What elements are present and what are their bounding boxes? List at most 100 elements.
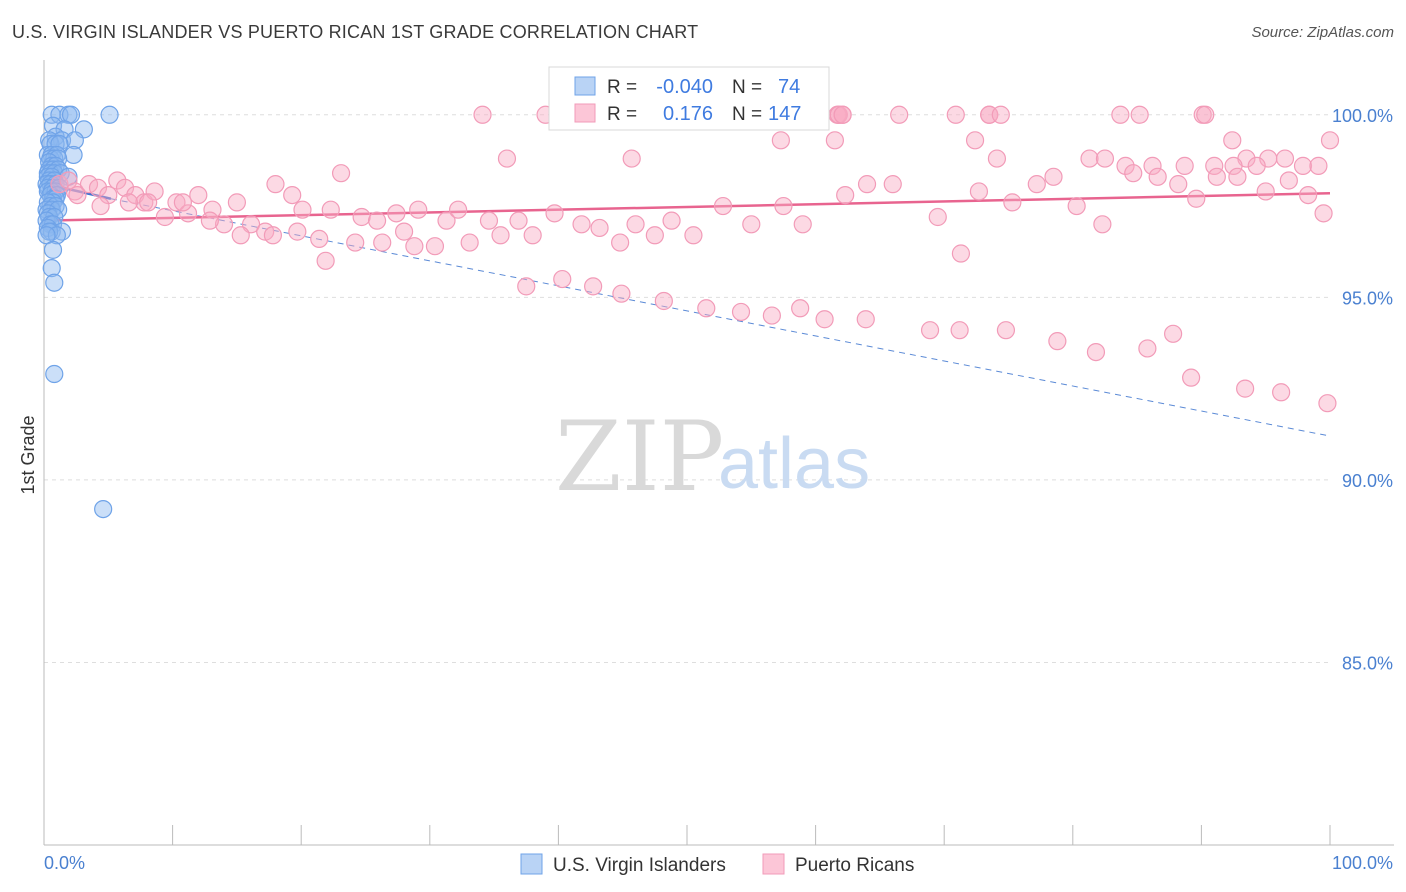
- point-puerto-rican-9: [833, 105, 852, 124]
- point-puerto-rican-118: [288, 222, 307, 241]
- point-puerto-rican-88: [793, 215, 812, 234]
- legend-n-value-blue: 74: [778, 76, 800, 98]
- legend-swatch-blue: [574, 76, 596, 96]
- y-tick-label-2: 90.0%: [1342, 471, 1393, 491]
- point-puerto-rican-92: [928, 207, 947, 227]
- point-puerto-rican-145: [1272, 383, 1291, 402]
- point-puerto-rican-10: [890, 105, 909, 124]
- point-puerto-rican-108: [1299, 185, 1318, 205]
- x-tick-max: 100.0%: [1332, 853, 1393, 873]
- point-puerto-rican-107: [1279, 171, 1298, 190]
- point-puerto-rican-72: [448, 200, 468, 219]
- point-puerto-rican-114: [173, 193, 192, 212]
- point-puerto-rican-97: [1044, 167, 1063, 186]
- point-puerto-rican-90: [857, 175, 877, 194]
- point-puerto-rican-135: [856, 310, 875, 329]
- point-puerto-rican-38: [1293, 156, 1313, 175]
- point-puerto-rican-74: [491, 226, 510, 245]
- y-tick-labels: 100.0% 95.0% 90.0% 85.0%: [1332, 106, 1393, 674]
- point-puerto-rican-146: [1318, 394, 1337, 413]
- point-puerto-rican-40: [50, 175, 69, 194]
- point-puerto-rican-41: [59, 171, 78, 190]
- legend-box: [548, 66, 830, 131]
- point-puerto-rican-129: [654, 291, 673, 311]
- point-puerto-rican-143: [1182, 368, 1201, 387]
- point-puerto-rican-98: [1067, 196, 1086, 216]
- point-puerto-rican-76: [523, 226, 542, 245]
- point-puerto-rican-24: [497, 149, 517, 168]
- point-puerto-rican-125: [517, 277, 536, 296]
- point-puerto-rican-61: [283, 185, 302, 205]
- point-puerto-rican-56: [214, 215, 234, 234]
- point-puerto-rican-31: [1275, 149, 1295, 168]
- point-puerto-rican-140: [1086, 342, 1106, 362]
- point-puerto-rican-21: [965, 131, 985, 150]
- point-puerto-rican-75: [509, 211, 528, 230]
- point-puerto-rican-113: [139, 193, 158, 212]
- point-puerto-rican-67: [367, 211, 387, 230]
- point-puerto-rican-141: [1138, 339, 1157, 358]
- legend-r-value-blue: -0.040: [656, 76, 713, 98]
- point-puerto-rican-0: [473, 105, 492, 124]
- point-puerto-rican-22: [1223, 131, 1242, 150]
- point-puerto-rican-73: [479, 211, 499, 230]
- point-puerto-rican-83: [662, 211, 681, 230]
- point-virgin-islander-69: [43, 240, 63, 259]
- point-puerto-rican-62: [293, 200, 312, 219]
- point-puerto-rican-36: [1224, 156, 1243, 175]
- point-puerto-rican-134: [815, 310, 834, 329]
- point-puerto-rican-71: [437, 211, 456, 230]
- point-puerto-rican-51: [155, 207, 174, 227]
- x-tick-min: 0.0%: [44, 853, 85, 873]
- point-puerto-rican-28: [1095, 149, 1115, 168]
- point-puerto-rican-64: [321, 200, 340, 219]
- point-puerto-rican-130: [697, 299, 716, 318]
- point-puerto-rican-101: [1148, 167, 1167, 186]
- legend-swatch-pink: [574, 103, 596, 123]
- point-puerto-rican-111: [91, 196, 110, 216]
- point-puerto-rican-39: [1309, 156, 1328, 175]
- legend-r-label-pink: R =: [607, 104, 637, 125]
- legend-n-label-blue: N =: [732, 77, 762, 98]
- point-puerto-rican-33: [1143, 156, 1162, 175]
- point-puerto-rican-144: [1236, 379, 1255, 398]
- point-virgin-islander-73: [94, 499, 113, 519]
- point-virgin-islander-67: [47, 226, 66, 245]
- point-puerto-rican-11: [946, 105, 965, 124]
- point-puerto-rican-116: [231, 226, 250, 245]
- point-virgin-islander-72: [45, 364, 64, 384]
- point-puerto-rican-35: [1205, 156, 1224, 175]
- point-puerto-rican-53: [178, 204, 198, 223]
- point-puerto-rican-86: [742, 215, 761, 234]
- point-puerto-rican-112: [119, 193, 138, 212]
- point-puerto-rican-69: [394, 222, 414, 241]
- source-credit: Source: ZipAtlas.com: [1251, 24, 1394, 41]
- point-puerto-rican-136: [920, 321, 940, 340]
- point-puerto-rican-18: [1196, 105, 1215, 124]
- point-puerto-rican-137: [950, 321, 969, 340]
- point-puerto-rican-52: [167, 193, 186, 212]
- point-puerto-rican-139: [1048, 332, 1067, 351]
- point-puerto-rican-110: [68, 185, 87, 205]
- point-puerto-rican-102: [1169, 175, 1188, 194]
- point-puerto-rican-100: [1124, 164, 1143, 183]
- bottom-legend-label-blue: U.S. Virgin Islanders: [553, 855, 726, 876]
- point-puerto-rican-126: [553, 269, 572, 289]
- point-virgin-islander-70: [42, 259, 61, 278]
- point-puerto-rican-70: [409, 200, 428, 219]
- point-puerto-rican-68: [387, 204, 406, 223]
- point-puerto-rican-94: [969, 182, 989, 201]
- point-puerto-rican-37: [1247, 156, 1266, 175]
- point-puerto-rican-120: [346, 233, 365, 252]
- point-puerto-rican-32: [1116, 156, 1135, 175]
- point-puerto-rican-138: [996, 321, 1016, 340]
- point-puerto-rican-96: [1027, 175, 1046, 194]
- point-puerto-rican-142: [1164, 324, 1183, 343]
- bottom-legend-swatch-blue: [520, 853, 543, 875]
- point-puerto-rican-65: [331, 164, 351, 183]
- point-puerto-rican-19: [771, 131, 790, 150]
- bottom-legend-swatch-pink: [762, 853, 785, 875]
- point-puerto-rican-79: [590, 218, 609, 238]
- point-puerto-rican-87: [774, 196, 793, 216]
